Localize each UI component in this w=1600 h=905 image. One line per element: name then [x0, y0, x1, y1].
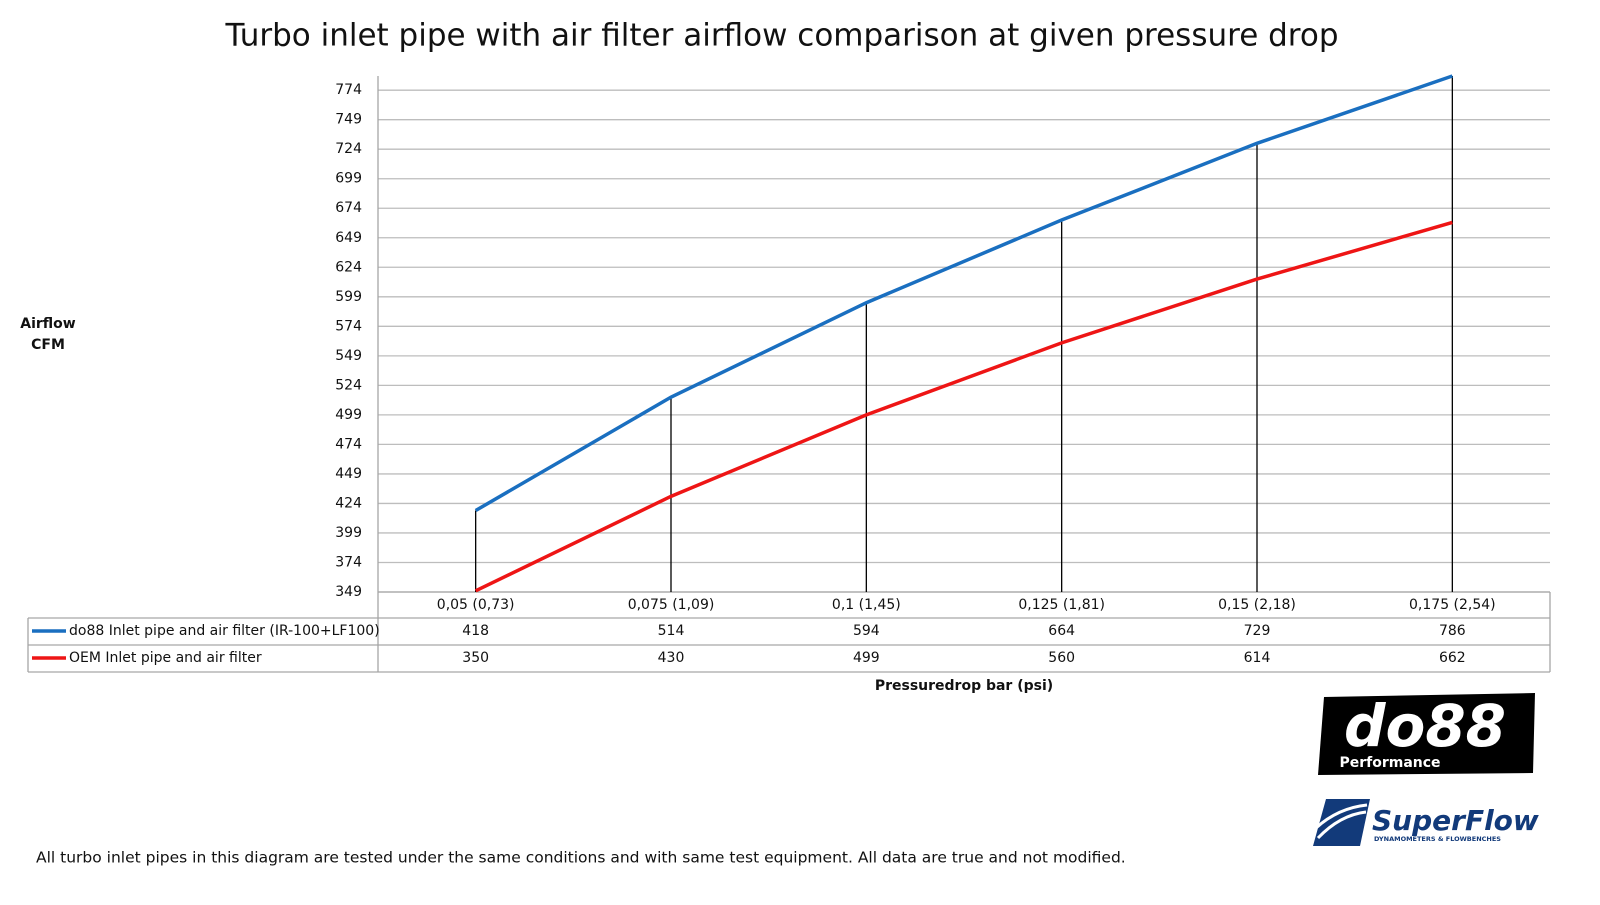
logo-text: Performance [1339, 755, 1440, 771]
y-tick-label: 699 [335, 171, 362, 187]
x-tick-label: 0,05 (0,73) [437, 597, 515, 613]
y-tick-label: 574 [335, 318, 362, 334]
logo-emblem [1314, 803, 1368, 840]
y-tick-label: 374 [335, 554, 362, 570]
footnote: All turbo inlet pipes in this diagram ar… [36, 849, 1126, 867]
y-axis-label: Airflow [20, 316, 76, 332]
chart-title: Turbo inlet pipe with air filter airflow… [224, 18, 1338, 54]
x-tick-label: 0,15 (2,18) [1218, 597, 1296, 613]
x-tick-label: 0,075 (1,09) [628, 597, 715, 613]
legend-label: OEM Inlet pipe and air filter [69, 650, 262, 666]
logo-emblem [1313, 799, 1370, 846]
logo-text: do88 [1344, 692, 1506, 760]
logo-box [1318, 693, 1535, 775]
y-tick-label: 674 [335, 200, 362, 216]
y-tick-label: 399 [335, 525, 362, 541]
table-value: 614 [1244, 650, 1271, 666]
y-tick-label: 724 [335, 141, 362, 157]
table-value: 594 [853, 623, 880, 639]
y-tick-label: 449 [335, 466, 362, 482]
x-axis-label: Pressuredrop bar (psi) [875, 678, 1053, 694]
table-value: 662 [1439, 650, 1466, 666]
series-line [474, 74, 1453, 513]
table-value: 514 [658, 623, 685, 639]
y-tick-label: 499 [335, 407, 362, 423]
table-value: 786 [1439, 623, 1466, 639]
y-tick-label: 749 [335, 112, 362, 128]
y-tick-label: 649 [335, 230, 362, 246]
series-line [474, 220, 1453, 593]
x-tick-label: 0,125 (1,81) [1018, 597, 1105, 613]
table-value: 664 [1048, 623, 1075, 639]
logo-text: DYNAMOMETERS & FLOWBENCHES [1374, 835, 1501, 843]
table-value: 350 [462, 650, 489, 666]
do88-logo: do88 Performance [1318, 692, 1535, 775]
y-tick-label: 424 [335, 495, 362, 511]
superflow-logo: SuperFlow DYNAMOMETERS & FLOWBENCHES [1313, 799, 1539, 846]
y-tick-label: 474 [335, 436, 362, 452]
table-value: 499 [853, 650, 880, 666]
table-value: 430 [658, 650, 685, 666]
table-value: 729 [1244, 623, 1271, 639]
x-tick-label: 0,1 (1,45) [832, 597, 901, 613]
table-value: 560 [1048, 650, 1075, 666]
y-axis-label: CFM [31, 337, 65, 353]
logo-text: SuperFlow [1372, 804, 1539, 837]
y-tick-label: 774 [335, 82, 362, 98]
y-tick-label: 524 [335, 377, 362, 393]
y-tick-label: 349 [335, 584, 362, 600]
y-tick-label: 624 [335, 259, 362, 275]
y-tick-label: 599 [335, 289, 362, 305]
y-tick-label: 549 [335, 348, 362, 364]
legend-label: do88 Inlet pipe and air filter (IR-100+L… [69, 623, 380, 639]
table-value: 418 [462, 623, 489, 639]
x-tick-label: 0,175 (2,54) [1409, 597, 1496, 613]
